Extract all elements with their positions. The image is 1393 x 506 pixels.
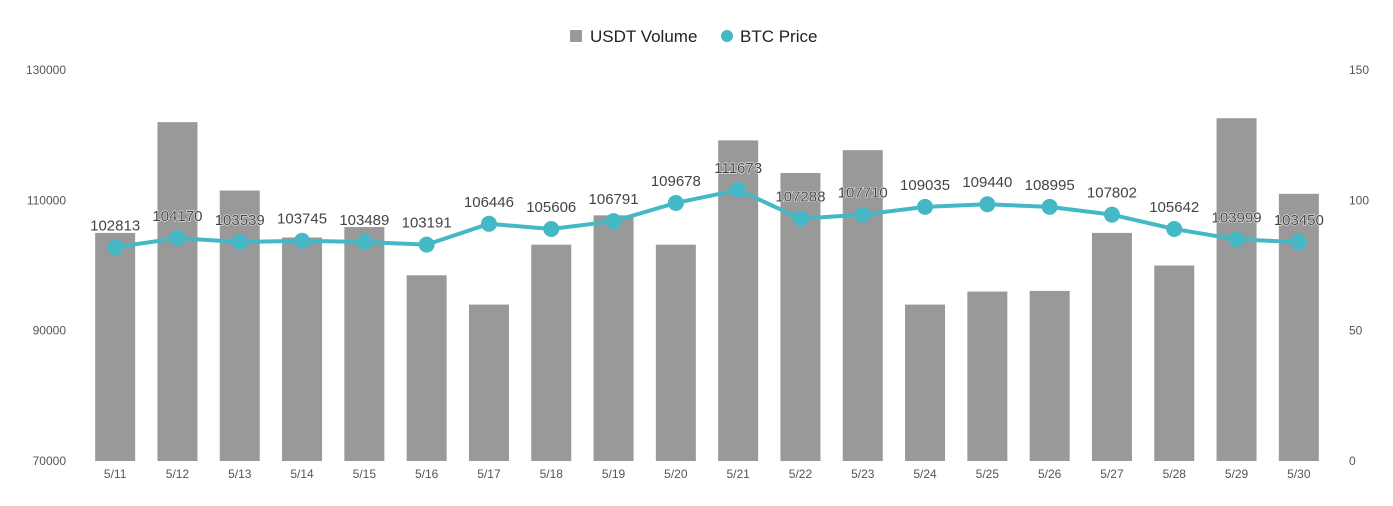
btc-price-point bbox=[294, 232, 311, 249]
legend: USDT Volume BTC Price bbox=[570, 27, 817, 46]
btc-price-point bbox=[231, 234, 248, 251]
x-axis-tick-label: 5/11 bbox=[104, 467, 127, 481]
volume-bar bbox=[1029, 290, 1070, 461]
x-axis-tick-label: 5/23 bbox=[851, 467, 875, 481]
volume-bar bbox=[1154, 265, 1195, 461]
x-axis-tick-label: 5/21 bbox=[726, 467, 750, 481]
btc-price-data-label: 105642 bbox=[1149, 199, 1199, 216]
legend-swatch-usdt-volume bbox=[570, 30, 582, 42]
legend-label-btc-price: BTC Price bbox=[740, 27, 817, 46]
btc-price-point bbox=[979, 196, 996, 213]
btc-price-point bbox=[917, 198, 934, 215]
volume-bar bbox=[1216, 118, 1257, 462]
btc-price-point bbox=[1041, 198, 1058, 215]
x-axis-tick-label: 5/14 bbox=[290, 467, 314, 481]
x-axis-tick-label: 5/18 bbox=[540, 467, 564, 481]
volume-bar bbox=[1278, 193, 1319, 462]
volume-bar bbox=[282, 237, 323, 461]
btc-price-point bbox=[667, 194, 684, 211]
x-axis: 5/11 5/12 5/13 5/14 5/15 5/16 5/17 5/18 5/19 5/20… bbox=[104, 467, 1311, 481]
x-axis-tick-label: 5/20 bbox=[664, 467, 688, 481]
btc-price-data-label: 102813 bbox=[90, 217, 140, 234]
btc-price-point bbox=[480, 215, 497, 232]
btc-price-data-label: 109440 bbox=[962, 174, 1012, 191]
btc-price-point bbox=[107, 239, 124, 256]
usdt-volume-bars bbox=[95, 118, 1319, 462]
btc-price-data-label: 105606 bbox=[526, 199, 576, 216]
btc-price-data-label: 111673 bbox=[714, 160, 762, 177]
left-axis-tick-label: 70000 bbox=[33, 454, 67, 468]
btc-price-point bbox=[1166, 221, 1183, 238]
btc-price-data-label: 107710 bbox=[838, 185, 888, 202]
btc-price-point bbox=[543, 221, 560, 238]
btc-price-point bbox=[1228, 231, 1245, 248]
x-axis-tick-label: 5/30 bbox=[1287, 467, 1311, 481]
btc-price-data-label: 108995 bbox=[1025, 177, 1075, 194]
btc-price-point bbox=[854, 206, 871, 223]
btc-price-point bbox=[792, 210, 809, 227]
volume-bar bbox=[905, 304, 946, 461]
volume-bar bbox=[531, 244, 572, 461]
x-axis-tick-label: 5/19 bbox=[602, 467, 626, 481]
left-axis-tick-label: 110000 bbox=[27, 193, 66, 207]
x-axis-tick-label: 5/26 bbox=[1038, 467, 1062, 481]
x-axis-tick-label: 5/17 bbox=[477, 467, 501, 481]
btc-price-point bbox=[605, 213, 622, 230]
volume-bar bbox=[219, 190, 260, 461]
legend-label-usdt-volume: USDT Volume bbox=[590, 27, 697, 46]
btc-price-point bbox=[356, 234, 373, 251]
btc-price-point bbox=[1290, 234, 1307, 251]
volume-bar bbox=[95, 232, 136, 461]
volume-bar bbox=[406, 275, 447, 461]
btc-price-line bbox=[113, 187, 1301, 250]
btc-price-data-label: 107802 bbox=[1087, 185, 1137, 202]
right-y-axis: 0 50 100 150 bbox=[1349, 63, 1369, 468]
volume-bar bbox=[842, 150, 883, 461]
btc-price-data-label: 103450 bbox=[1274, 212, 1324, 229]
volume-bar bbox=[655, 244, 696, 461]
volume-bar bbox=[344, 227, 385, 461]
left-axis-tick-label: 90000 bbox=[33, 324, 67, 338]
x-axis-tick-label: 5/12 bbox=[166, 467, 190, 481]
volume-bar bbox=[1091, 232, 1132, 461]
volume-bar bbox=[593, 215, 634, 461]
left-y-axis: 70000 90000 110000 130000 bbox=[26, 63, 66, 468]
btc-price-point bbox=[169, 230, 186, 247]
btc-price-data-label: 109035 bbox=[900, 177, 950, 194]
x-axis-tick-label: 5/28 bbox=[1163, 467, 1187, 481]
legend-swatch-btc-price bbox=[721, 30, 733, 42]
right-axis-tick-label: 50 bbox=[1349, 324, 1363, 338]
btc-price-data-label: 103489 bbox=[339, 212, 389, 229]
btc-price-data-label: 103191 bbox=[402, 215, 452, 232]
right-axis-tick-label: 0 bbox=[1349, 454, 1356, 468]
left-axis-tick-label: 130000 bbox=[26, 63, 66, 77]
btc-price-data-label: 107288 bbox=[775, 189, 825, 206]
btc-price-data-label: 103745 bbox=[277, 211, 327, 228]
x-axis-tick-label: 5/22 bbox=[789, 467, 813, 481]
btc-price-data-label: 106791 bbox=[589, 191, 639, 208]
x-axis-tick-label: 5/25 bbox=[976, 467, 1000, 481]
x-axis-tick-label: 5/15 bbox=[353, 467, 377, 481]
btc-price-data-label: 109678 bbox=[651, 173, 701, 190]
x-axis-tick-label: 5/29 bbox=[1225, 467, 1249, 481]
btc-price-point bbox=[418, 236, 435, 253]
x-axis-tick-label: 5/24 bbox=[913, 467, 937, 481]
right-axis-tick-label: 150 bbox=[1349, 63, 1369, 77]
btc-price-data-label: 106446 bbox=[464, 194, 514, 211]
x-axis-tick-label: 5/16 bbox=[415, 467, 439, 481]
x-axis-tick-label: 5/13 bbox=[228, 467, 252, 481]
volume-bar bbox=[468, 304, 509, 461]
btc-price-point bbox=[730, 181, 747, 198]
volume-bar bbox=[157, 122, 198, 461]
volume-bar bbox=[967, 291, 1008, 461]
btc-price-line-layer: 102813 104170 103539 103745 103489 103191 1064… bbox=[90, 159, 1324, 256]
right-axis-tick-label: 100 bbox=[1349, 193, 1369, 207]
btc-price-data-label: 103999 bbox=[1212, 209, 1262, 226]
x-axis-tick-label: 5/27 bbox=[1100, 467, 1124, 481]
btc-price-point bbox=[1103, 206, 1120, 223]
btc-price-data-label: 103539 bbox=[215, 212, 265, 229]
btc-price-data-label: 104170 bbox=[152, 208, 202, 225]
